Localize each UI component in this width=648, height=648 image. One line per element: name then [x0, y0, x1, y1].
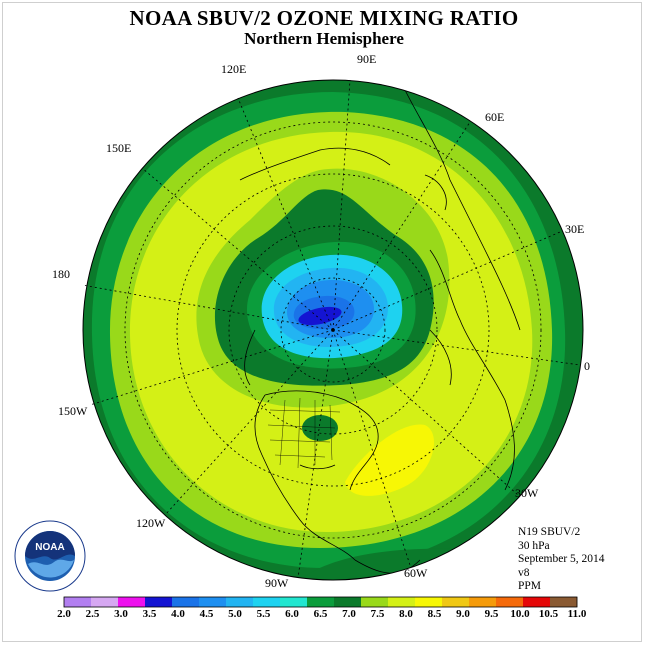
colorbar-tick-label: 2.0 — [57, 608, 71, 620]
colorbar-tick-label: 6.0 — [285, 608, 299, 620]
colorbar-swatch — [145, 597, 173, 607]
colorbar-tick-label: 5.5 — [256, 608, 271, 620]
colorbar-tick-label: 8.0 — [399, 608, 413, 620]
lon-label-90w: 90W — [265, 576, 289, 590]
colorbar-tick-label: 4.5 — [199, 608, 214, 620]
map-outline — [82, 79, 584, 581]
colorbar-swatch — [361, 597, 389, 607]
colorbar-swatch — [550, 597, 578, 607]
colorbar-tick-label: 3.0 — [114, 608, 128, 620]
colorbar-tick-label: 2.5 — [85, 608, 100, 620]
lon-label-120e: 120E — [221, 62, 247, 76]
contour-core-3.5 — [298, 306, 342, 326]
lon-label-120w: 120W — [136, 516, 166, 530]
colorbar-swatch — [523, 597, 551, 607]
state-borders — [267, 397, 341, 469]
colorbar-tick-label: 9.5 — [484, 608, 499, 620]
figure-frame — [2, 2, 642, 642]
colorbar-tick-label: 10.5 — [538, 608, 559, 620]
lon-label-60w: 60W — [404, 566, 428, 580]
colorbar-tick-label: 11.0 — [567, 608, 587, 620]
colorbar-swatch — [226, 597, 254, 607]
graticule — [81, 79, 581, 579]
noaa-logo: NOAA — [14, 520, 86, 592]
colorbar-tick-label: 3.5 — [142, 608, 157, 620]
colorbar-tick-label: 4.0 — [171, 608, 185, 620]
data-info-block: N19 SBUV/2 30 hPa September 5, 2014 v8 P… — [518, 526, 605, 594]
colorbar-swatch — [280, 597, 308, 607]
instrument-text: N19 SBUV/2 — [518, 526, 581, 538]
colorbar-swatch — [388, 597, 416, 607]
colorbar-swatch — [64, 597, 92, 607]
version-text: v8 — [518, 566, 530, 579]
lon-label-30e: 30E — [565, 222, 585, 236]
lon-label-150w: 150W — [58, 404, 88, 418]
colorbar-swatch — [415, 597, 443, 607]
units-text: PPM — [518, 580, 542, 592]
lon-label-60e: 60E — [485, 110, 505, 124]
colorbar-swatch — [307, 597, 335, 607]
colorbar-tick-label: 10.0 — [510, 608, 530, 620]
noaa-logo-text: NOAA — [35, 542, 64, 553]
map-subtitle: Northern Hemisphere — [244, 29, 404, 48]
lon-label-150e: 150E — [106, 141, 132, 155]
colorbar-tick-label: 9.0 — [456, 608, 470, 620]
colorbar-swatch — [496, 597, 524, 607]
pressure-level-text: 30 hPa — [518, 539, 550, 552]
colorbar-tick-label: 6.5 — [313, 608, 328, 620]
lon-label-0: 0 — [584, 359, 590, 373]
map-title: NOAA SBUV/2 OZONE MIXING RATIO — [129, 6, 519, 30]
colorbar-swatch — [199, 597, 227, 607]
colorbar-tick-label: 7.0 — [342, 608, 356, 620]
colorbar-tick-label: 8.5 — [427, 608, 442, 620]
colorbar-swatch — [334, 597, 362, 607]
contour-band-8.5 — [345, 424, 435, 496]
colorbar-swatch — [469, 597, 497, 607]
colorbar-swatch — [118, 597, 146, 607]
colorbar-swatch — [91, 597, 119, 607]
contour-left-8.0 — [149, 306, 197, 392]
lon-label-90e: 90E — [357, 52, 377, 66]
contour-local-7.0 — [302, 415, 338, 441]
colorbar-swatch — [442, 597, 470, 607]
colorbar-swatch — [172, 597, 200, 607]
colorbar-swatch — [253, 597, 281, 607]
colorbar-tick-label: 5.0 — [228, 608, 242, 620]
coastlines — [239, 89, 521, 574]
date-text: September 5, 2014 — [518, 553, 605, 565]
lon-label-30w: 30W — [515, 486, 539, 500]
lon-label-180: 180 — [52, 267, 70, 281]
colorbar-tick-label: 7.5 — [370, 608, 385, 620]
